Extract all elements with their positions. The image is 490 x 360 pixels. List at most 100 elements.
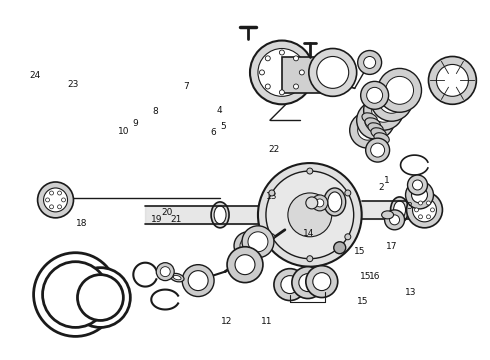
Text: 13: 13	[405, 288, 417, 297]
Text: 13: 13	[266, 192, 278, 201]
Circle shape	[316, 199, 324, 207]
Circle shape	[413, 180, 422, 190]
Ellipse shape	[211, 202, 229, 228]
Text: 21: 21	[170, 215, 181, 224]
Text: 10: 10	[118, 127, 129, 136]
Circle shape	[281, 276, 299, 293]
Circle shape	[288, 193, 332, 237]
Circle shape	[182, 265, 214, 297]
Ellipse shape	[362, 113, 377, 123]
Circle shape	[294, 56, 298, 61]
Circle shape	[77, 275, 123, 320]
Ellipse shape	[393, 201, 406, 219]
Circle shape	[292, 267, 324, 298]
Circle shape	[269, 190, 275, 196]
Circle shape	[43, 262, 108, 328]
Circle shape	[49, 205, 53, 209]
Circle shape	[49, 191, 53, 195]
Ellipse shape	[324, 188, 346, 216]
Circle shape	[235, 255, 255, 275]
Circle shape	[358, 120, 378, 140]
Circle shape	[258, 163, 362, 267]
Text: 9: 9	[133, 119, 139, 128]
Ellipse shape	[391, 197, 409, 223]
Circle shape	[266, 171, 354, 259]
Circle shape	[227, 247, 263, 283]
Circle shape	[385, 210, 405, 230]
Circle shape	[350, 112, 386, 148]
Circle shape	[428, 57, 476, 104]
Circle shape	[248, 232, 268, 252]
Circle shape	[240, 238, 256, 254]
Text: 15: 15	[361, 272, 372, 281]
Text: 8: 8	[152, 107, 158, 116]
Text: 7: 7	[183, 82, 189, 91]
Circle shape	[364, 57, 376, 68]
Circle shape	[306, 266, 338, 298]
Circle shape	[426, 215, 431, 219]
Ellipse shape	[382, 211, 393, 219]
Circle shape	[260, 70, 265, 75]
Text: 2: 2	[378, 183, 384, 192]
Ellipse shape	[214, 206, 226, 224]
Bar	[282, 58, 327, 93]
Circle shape	[415, 208, 418, 212]
Circle shape	[406, 181, 434, 209]
Ellipse shape	[171, 273, 184, 282]
Ellipse shape	[368, 123, 383, 134]
Text: 19: 19	[151, 215, 163, 224]
Circle shape	[34, 253, 118, 336]
Circle shape	[234, 232, 262, 260]
Circle shape	[188, 271, 208, 291]
Circle shape	[408, 175, 427, 195]
Circle shape	[367, 87, 383, 103]
Circle shape	[418, 201, 422, 205]
Circle shape	[413, 198, 437, 222]
Circle shape	[265, 84, 270, 89]
Circle shape	[71, 268, 130, 328]
Circle shape	[44, 188, 68, 212]
Circle shape	[365, 109, 387, 131]
Circle shape	[242, 226, 274, 258]
Circle shape	[378, 68, 421, 112]
Circle shape	[299, 70, 304, 75]
Circle shape	[279, 50, 284, 55]
Circle shape	[274, 269, 306, 301]
Circle shape	[250, 41, 314, 104]
Circle shape	[258, 49, 306, 96]
Text: 17: 17	[386, 242, 397, 251]
Circle shape	[364, 90, 404, 130]
Circle shape	[57, 205, 62, 209]
Circle shape	[379, 87, 405, 113]
Text: 5: 5	[220, 122, 226, 131]
Text: 18: 18	[75, 219, 87, 228]
Text: 3: 3	[406, 202, 412, 211]
Circle shape	[160, 267, 170, 276]
Circle shape	[390, 215, 399, 225]
Circle shape	[307, 168, 313, 174]
Circle shape	[265, 56, 270, 61]
Circle shape	[357, 101, 394, 139]
Text: 14: 14	[303, 229, 314, 238]
Text: 24: 24	[29, 71, 41, 80]
Circle shape	[370, 143, 385, 157]
Circle shape	[334, 242, 346, 254]
Circle shape	[299, 274, 317, 292]
Circle shape	[46, 198, 49, 202]
Text: 23: 23	[67, 81, 79, 90]
Text: 4: 4	[217, 105, 222, 114]
Circle shape	[294, 84, 298, 89]
Ellipse shape	[374, 133, 389, 144]
Circle shape	[57, 191, 62, 195]
Text: 20: 20	[161, 208, 172, 217]
Ellipse shape	[365, 118, 380, 129]
Circle shape	[62, 198, 66, 202]
Circle shape	[426, 201, 431, 205]
Circle shape	[437, 64, 468, 96]
Text: 1: 1	[384, 176, 390, 185]
Circle shape	[371, 98, 395, 122]
Circle shape	[431, 208, 435, 212]
Circle shape	[156, 263, 174, 280]
Circle shape	[317, 57, 349, 88]
Circle shape	[38, 182, 74, 218]
